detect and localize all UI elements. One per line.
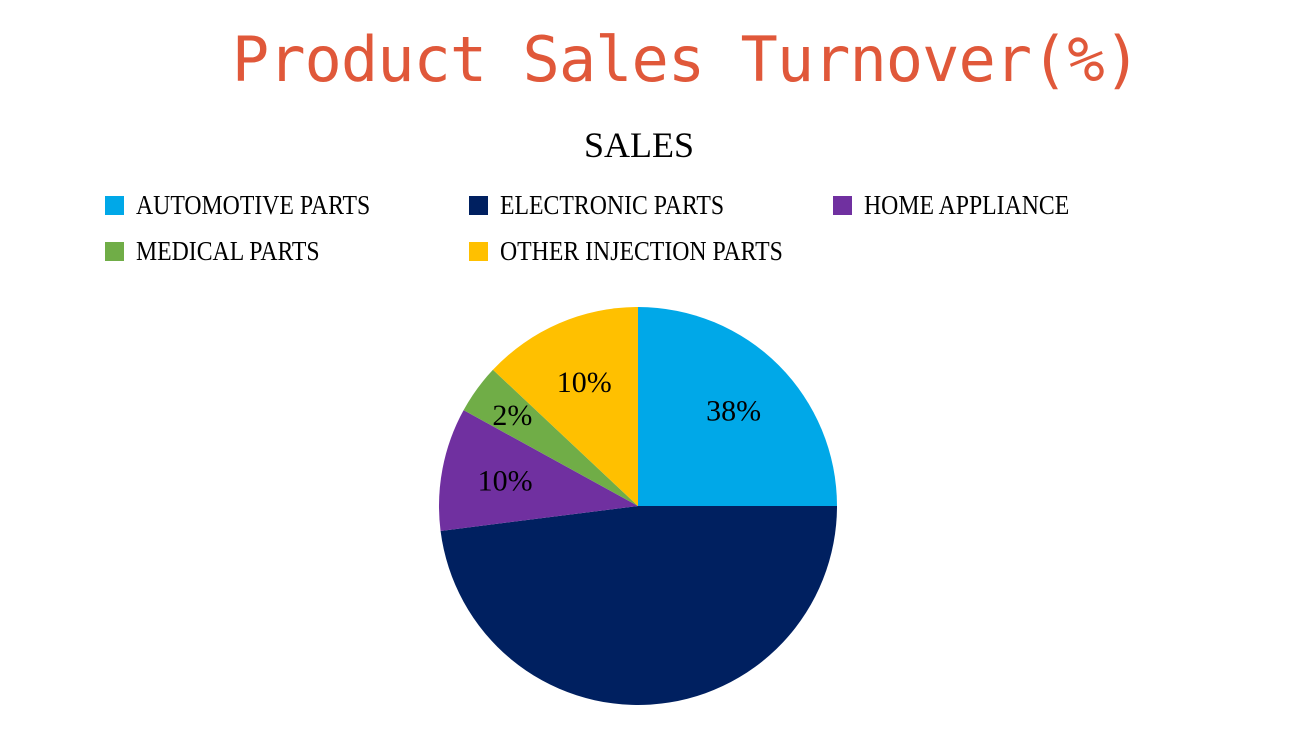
legend-label-medical-parts: MEDICAL PARTS <box>136 236 320 266</box>
pie-slice-other-injection-parts <box>492 307 638 506</box>
legend-swatch-electronic-parts <box>469 196 488 215</box>
pie-slice-medical-parts <box>463 369 638 506</box>
legend-label-electronic-parts: ELECTRONIC PARTS <box>500 190 725 220</box>
data-label-medical-parts: 2% <box>492 399 532 432</box>
legend-swatch-other-injection-parts <box>469 242 488 261</box>
page-title: Product Sales Turnover(%) <box>231 23 1141 96</box>
data-label-other-injection-parts: 10% <box>557 366 612 399</box>
pie-slice-automotive-parts <box>638 307 837 506</box>
legend-item-automotive-parts: AUTOMOTIVE PARTS <box>105 190 402 221</box>
data-label-automotive-parts: 38% <box>706 394 761 427</box>
legend-swatch-automotive-parts <box>105 196 124 215</box>
pie-slice-electronic-parts <box>440 506 837 705</box>
legend-item-electronic-parts: ELECTRONIC PARTS <box>469 190 755 221</box>
legend-swatch-home-appliance <box>833 196 852 215</box>
legend-label-automotive-parts: AUTOMOTIVE PARTS <box>136 190 371 220</box>
legend-item-medical-parts: MEDICAL PARTS <box>105 236 345 267</box>
chart-title: SALES <box>583 125 695 165</box>
legend-item-home-appliance: HOME APPLIANCE <box>833 190 1097 221</box>
legend-label-other-injection-parts: OTHER INJECTION PARTS <box>500 236 783 266</box>
legend-swatch-medical-parts <box>105 242 124 261</box>
pie-slice-home-appliance <box>439 410 638 531</box>
legend-item-other-injection-parts: OTHER INJECTION PARTS <box>469 236 821 267</box>
legend-label-home-appliance: HOME APPLIANCE <box>864 190 1070 220</box>
data-label-home-appliance: 10% <box>478 465 533 498</box>
